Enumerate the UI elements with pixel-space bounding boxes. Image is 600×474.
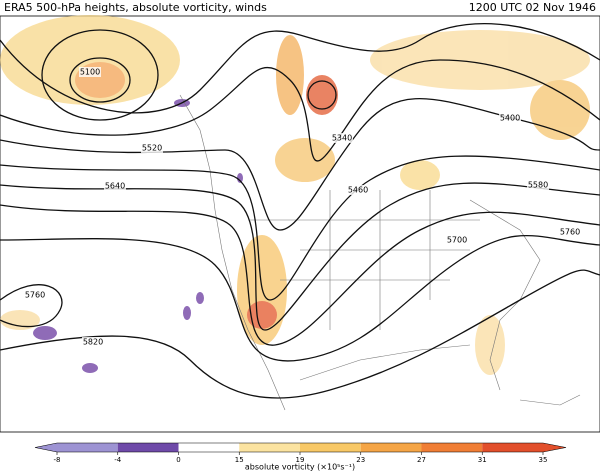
colorbar-arrow-left	[35, 443, 57, 452]
contour-label: 5820	[83, 338, 103, 347]
colorbar-segment	[57, 443, 118, 452]
contour-label: 5520	[142, 144, 162, 153]
colorbar-segment	[239, 443, 300, 452]
contour-label-bg	[79, 67, 101, 77]
contour-label: 5400	[500, 114, 520, 123]
contour-label: 5580	[528, 181, 548, 190]
contour-label-bg	[82, 337, 104, 347]
map-area: 5100 5520 5640 5760 5820 5340 5460 5400 5580 5700…	[0, 15, 600, 433]
contour-label: 5340	[332, 134, 352, 143]
colorbar-segment	[482, 443, 543, 452]
colorbar-segment	[421, 443, 483, 452]
colorbar-tick-label: 23	[356, 456, 365, 464]
colorbar-tick-label: 19	[296, 456, 305, 464]
colorbar-tick-label: -8	[54, 456, 61, 464]
contour-label-bg	[559, 227, 581, 237]
colorbar-tick-label: 0	[176, 456, 180, 464]
colorbar-tick-label: 27	[417, 456, 426, 464]
height-contours	[0, 22, 600, 399]
colorbar-label: absolute vorticity (×10⁵s⁻¹)	[245, 463, 355, 472]
contour-label-bg	[347, 185, 369, 195]
colorbar-tick-label: -4	[114, 456, 122, 464]
colorbar-segment	[117, 443, 179, 452]
contour-label-bg	[527, 180, 549, 190]
contour-label: 5100	[80, 68, 100, 77]
colorbar: -8 -4 0 15 19 23 27 31 35	[34, 442, 567, 464]
contour-label-bg	[104, 181, 126, 191]
contour-label-bg	[446, 235, 468, 245]
colorbar-segment	[300, 443, 361, 452]
map-timestamp: 1200 UTC 02 Nov 1946	[469, 1, 596, 14]
contour-label: 5760	[25, 291, 45, 300]
contour-label: 5700	[447, 236, 467, 245]
colorbar-tick-label: 31	[478, 456, 487, 464]
contour-label: 5760	[560, 228, 580, 237]
colorbar-arrow-right	[543, 443, 566, 452]
contour-label-bg	[499, 113, 521, 123]
colorbar-segment	[360, 443, 422, 452]
contour-label-bg	[141, 143, 163, 153]
contour-labels: 5100 5520 5640 5760 5820 5340 5460 5400 5580 5700…	[24, 67, 581, 347]
contour-label-bg	[24, 290, 46, 300]
contour-label: 5640	[105, 182, 125, 191]
colorbar-tick-label: 15	[235, 456, 244, 464]
contour-label-bg	[331, 133, 353, 143]
vorticity-shading	[0, 15, 590, 375]
colorbar-segment	[178, 443, 240, 452]
map-title: ERA5 500-hPa heights, absolute vorticity…	[4, 1, 267, 14]
contour-label: 5460	[348, 186, 368, 195]
colorbar-tick-label: 35	[539, 456, 548, 464]
